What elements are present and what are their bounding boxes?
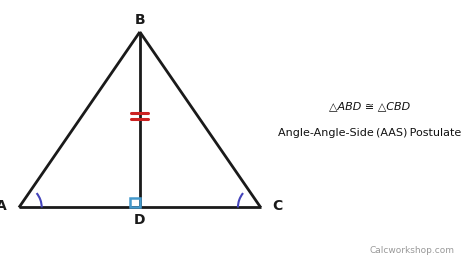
Text: C: C — [273, 199, 283, 213]
Text: △ABD ≅ △CBD: △ABD ≅ △CBD — [329, 101, 410, 111]
Text: Angle-Angle-Side (AAS) Postulate: Angle-Angle-Side (AAS) Postulate — [278, 128, 461, 138]
Text: B: B — [135, 13, 145, 27]
Text: A: A — [0, 199, 7, 213]
Text: D: D — [134, 213, 146, 227]
Bar — [130, 198, 140, 207]
Text: Calcworkshop.com: Calcworkshop.com — [370, 246, 455, 255]
